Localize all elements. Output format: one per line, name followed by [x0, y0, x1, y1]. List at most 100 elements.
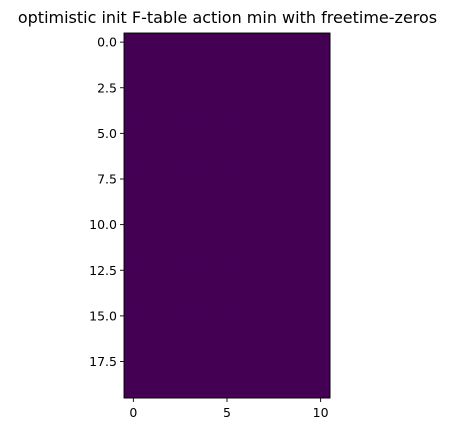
heatmap-cell [236, 379, 256, 399]
heatmap-cell [292, 215, 312, 235]
heatmap-cell [255, 160, 275, 180]
heatmap-cell [180, 215, 200, 235]
heatmap-cell [124, 233, 144, 253]
heatmap-cell [255, 51, 275, 70]
heatmap-cell [198, 160, 219, 180]
heatmap-cell [124, 252, 144, 271]
heatmap-cell [255, 69, 275, 89]
heatmap-cell [124, 33, 144, 52]
heatmap-cell [198, 233, 219, 253]
heatmap-cell [161, 197, 181, 216]
heatmap-cell [161, 233, 181, 253]
heatmap-cell [161, 87, 181, 107]
y-tick-label: 2.5 [97, 80, 117, 95]
heatmap-cell [198, 215, 219, 235]
heatmap-cell [198, 87, 219, 107]
heatmap-cell [292, 233, 312, 253]
heatmap-cell [255, 288, 275, 308]
heatmap-cell [161, 124, 181, 143]
heatmap-cell [124, 124, 144, 143]
heatmap-cell [198, 179, 219, 198]
heatmap-cell [180, 51, 200, 70]
heatmap-cell [124, 361, 144, 381]
heatmap-cell [292, 306, 312, 326]
y-tick-label: 0.0 [97, 35, 117, 50]
heatmap-cell [142, 87, 162, 107]
heatmap-cell [161, 69, 181, 89]
heatmap-cell [217, 51, 237, 70]
heatmap-cell [142, 288, 162, 308]
heatmap-cell [198, 270, 219, 289]
heatmap-cell [180, 179, 200, 198]
heatmap-cell [217, 142, 237, 162]
x-axis: 0 5 10 [129, 398, 329, 420]
heatmap-cell [292, 160, 312, 180]
heatmap-cell [273, 142, 293, 162]
heatmap-cell [311, 306, 331, 326]
heatmap-cell [180, 379, 200, 399]
heatmap-cell [236, 179, 256, 198]
heatmap-cell [292, 33, 312, 52]
heatmap-cell [311, 252, 331, 271]
heatmap-cell [161, 343, 181, 362]
heatmap-cell [255, 215, 275, 235]
heatmap-cell [255, 197, 275, 216]
heatmap-cell [311, 215, 331, 235]
heatmap-cell [292, 325, 312, 344]
heatmap-cell [236, 252, 256, 271]
heatmap-cell [292, 288, 312, 308]
heatmap-cell [198, 288, 219, 308]
heatmap-cell [311, 270, 331, 289]
heatmap-cell [180, 69, 200, 89]
heatmap-cell [311, 160, 331, 180]
heatmap-cell [217, 379, 237, 399]
heatmap-cell [142, 343, 162, 362]
heatmap-cell [142, 215, 162, 235]
heatmap-cell [124, 343, 144, 362]
heatmap-cell [217, 306, 237, 326]
heatmap-cell [255, 87, 275, 107]
heatmap-cell [311, 33, 331, 52]
heatmap-cell [311, 361, 331, 381]
heatmap-cell [273, 33, 293, 52]
heatmap-cell [180, 160, 200, 180]
heatmap-cell [161, 325, 181, 344]
heatmap-cell [142, 142, 162, 162]
heatmap-cell [311, 142, 331, 162]
heatmap-cell [236, 215, 256, 235]
heatmap-cell [198, 252, 219, 271]
heatmap-cell [255, 106, 275, 125]
heatmap-cell [180, 142, 200, 162]
heatmap-cell [161, 361, 181, 381]
heatmap-cell [198, 325, 219, 344]
x-tick-label: 10 [313, 405, 329, 420]
heatmap-cell [311, 325, 331, 344]
heatmap-cell [255, 33, 275, 52]
heatmap-cell [273, 379, 293, 399]
heatmap-cell [142, 233, 162, 253]
heatmap-cell [161, 106, 181, 125]
heatmap-cell [161, 160, 181, 180]
heatmap-cell [273, 306, 293, 326]
heatmap-cell [292, 51, 312, 70]
heatmap-cell [180, 197, 200, 216]
heatmap-cell [217, 343, 237, 362]
heatmap-cell [198, 343, 219, 362]
heatmap-cell [217, 197, 237, 216]
heatmap-cell [311, 288, 331, 308]
heatmap-cell [217, 270, 237, 289]
heatmap-cell [236, 124, 256, 143]
heatmap-cell [273, 51, 293, 70]
heatmap-cell [255, 142, 275, 162]
heatmap-cell [180, 270, 200, 289]
y-tick-label: 15.0 [89, 308, 117, 323]
heatmap-cell [273, 288, 293, 308]
heatmap-cell [142, 69, 162, 89]
heatmap-cell [217, 69, 237, 89]
heatmap-cell [292, 69, 312, 89]
heatmap-cell [180, 106, 200, 125]
heatmap-cell [142, 160, 162, 180]
heatmap-cell [198, 106, 219, 125]
y-axis: 0.0 2.5 5.0 7.5 10.0 12.5 15.0 17.5 [89, 35, 124, 369]
